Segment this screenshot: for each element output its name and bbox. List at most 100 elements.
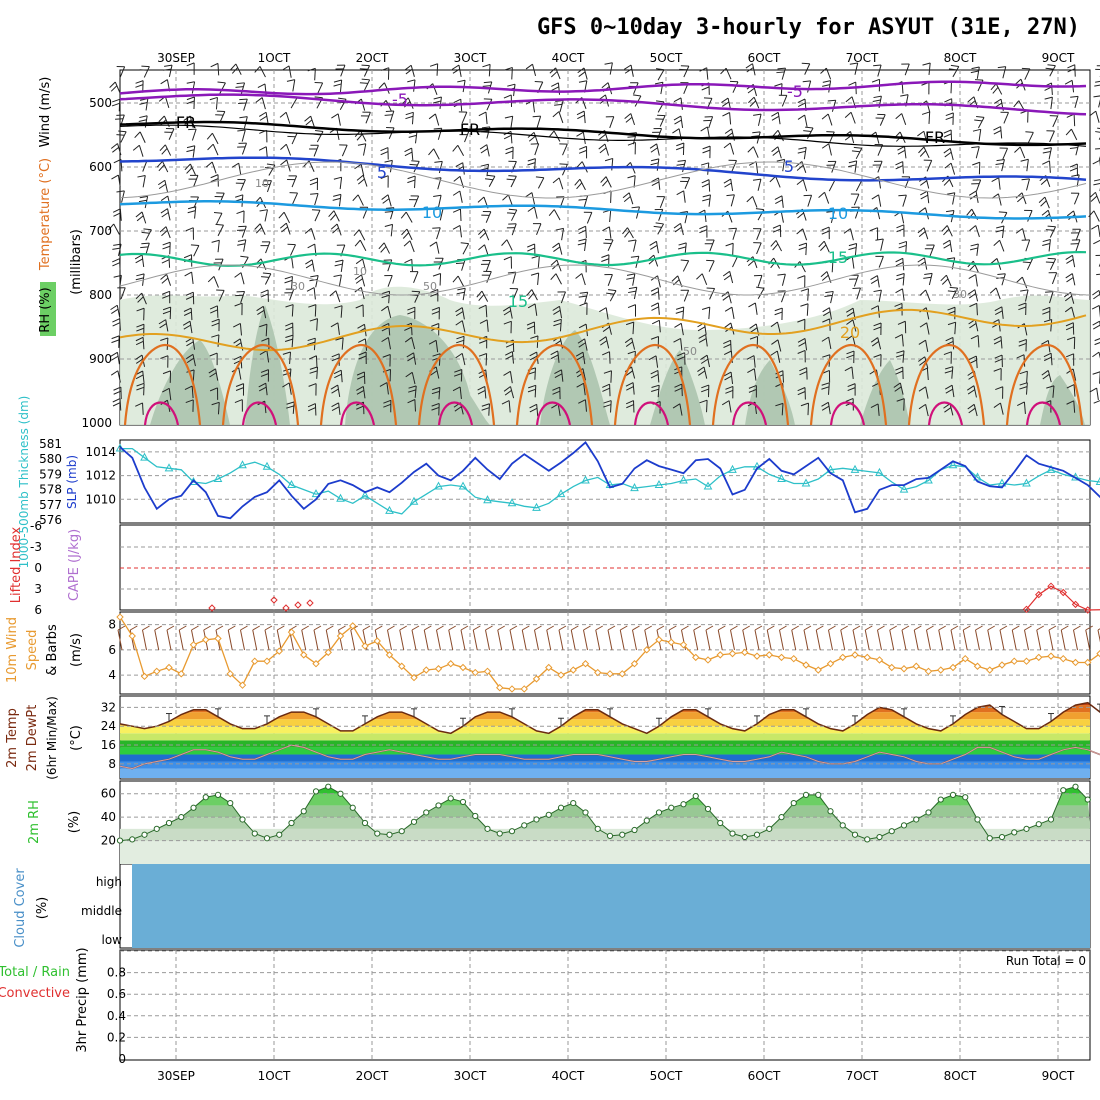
wind-barb-flag bbox=[1019, 382, 1028, 386]
wind-barb-flag bbox=[871, 341, 879, 347]
wind-barb bbox=[610, 190, 612, 203]
wind-speed-point bbox=[851, 651, 859, 659]
wind-barb bbox=[998, 319, 1001, 332]
wind-barb bbox=[807, 288, 809, 301]
wind-barb bbox=[219, 82, 226, 94]
wind-barb-flag bbox=[699, 67, 707, 72]
wind-barb-flag bbox=[650, 244, 658, 250]
wind-barb-flag bbox=[527, 303, 536, 309]
rh-point bbox=[263, 835, 271, 842]
wind-barb-flag bbox=[136, 327, 145, 332]
wind-barb bbox=[1074, 64, 1076, 77]
wind-barb-flag bbox=[770, 350, 778, 356]
wind-barb-10m bbox=[913, 629, 919, 651]
wind-barb bbox=[1024, 289, 1029, 302]
wind-barb-10m bbox=[227, 629, 233, 651]
wind-barb-10m bbox=[558, 629, 564, 651]
wind-barb bbox=[340, 305, 343, 318]
wind-barb-flag bbox=[479, 319, 488, 324]
wind-barb-flag bbox=[528, 384, 536, 389]
wind-barb-flag bbox=[870, 275, 878, 281]
wind-barb bbox=[680, 323, 684, 336]
wind-barb-flag bbox=[945, 336, 954, 342]
wind-barb bbox=[582, 352, 586, 365]
wind-barb-flag bbox=[949, 286, 958, 289]
rh-point bbox=[227, 799, 234, 807]
wind-barb-flag bbox=[702, 149, 711, 154]
wind-barb-flag bbox=[530, 335, 539, 339]
wind-barb-flag bbox=[1089, 110, 1097, 117]
wind-barb-flag bbox=[257, 83, 266, 89]
wind-barb bbox=[1049, 291, 1054, 304]
wind-barb bbox=[561, 369, 564, 382]
wind-barb bbox=[925, 386, 929, 399]
wind-barb bbox=[114, 81, 121, 94]
wind-barb-flag bbox=[650, 336, 659, 340]
wind-barb-flag bbox=[548, 209, 555, 217]
wind-barb-flag bbox=[528, 135, 536, 142]
wind-barb-flag bbox=[333, 369, 342, 375]
wind-barb-flag bbox=[827, 99, 836, 102]
wind-barb-flag bbox=[135, 292, 143, 300]
wind-barb bbox=[975, 225, 980, 238]
wind-barb-flag bbox=[1066, 368, 1074, 374]
wind-barb-10m-flag bbox=[877, 625, 885, 631]
rh-point bbox=[802, 791, 810, 798]
wind-barb-flag bbox=[111, 174, 119, 180]
wind-barb-flag bbox=[405, 115, 414, 120]
isotherm-25-loop bbox=[319, 343, 398, 426]
wind-barb-flag bbox=[625, 370, 633, 376]
wind-barb-flag bbox=[943, 179, 950, 186]
isotherm-25-loop bbox=[221, 343, 300, 426]
rh-color-band bbox=[120, 805, 1090, 818]
wind-barb-flag bbox=[672, 403, 681, 409]
wind-barb bbox=[488, 175, 496, 188]
wind-barb-10m-flag bbox=[436, 625, 444, 631]
wind-barb-flag bbox=[432, 386, 441, 391]
wind-barb-flag bbox=[383, 403, 392, 408]
wind-barb-flag bbox=[846, 350, 855, 355]
wind-barb-flag bbox=[355, 304, 364, 309]
wind-barb-10m-flag bbox=[142, 625, 150, 631]
wind-barb-flag bbox=[282, 382, 290, 388]
wind-barb bbox=[113, 223, 120, 235]
chart-title: GFS 0~10day 3-hourly for ASYUT (31E, 27N… bbox=[537, 15, 1080, 40]
lifted-index-point bbox=[1059, 588, 1067, 597]
contour-label: 10 bbox=[422, 203, 442, 222]
wind-barb bbox=[584, 292, 589, 304]
wind-barb bbox=[803, 147, 807, 160]
wind-barb bbox=[775, 240, 783, 252]
wind-barb-flag bbox=[407, 399, 416, 404]
rh-point bbox=[521, 822, 528, 829]
wind-barb-flag bbox=[994, 358, 1003, 363]
wind-barb-flag bbox=[481, 126, 490, 129]
wind-barb bbox=[777, 112, 781, 125]
wind-barb-flag bbox=[431, 406, 440, 411]
wind-barb-flag bbox=[453, 373, 462, 377]
contour-label: FR bbox=[925, 128, 945, 147]
wind-barb bbox=[486, 144, 490, 157]
wind-barb-flag bbox=[405, 68, 413, 75]
wind-barb-flag bbox=[680, 259, 689, 262]
wind-barb-flag bbox=[994, 354, 1003, 359]
wind-barb-flag bbox=[409, 163, 418, 166]
wind-barb-flag bbox=[456, 335, 465, 340]
wind-barb bbox=[926, 160, 933, 172]
rh-fill bbox=[120, 786, 1090, 864]
wind-barb-flag bbox=[260, 373, 269, 377]
wind-barb-flag bbox=[138, 119, 147, 122]
rh-point bbox=[790, 799, 797, 807]
wind-barb-flag bbox=[626, 273, 635, 276]
wind-barb-flag bbox=[361, 78, 370, 81]
wind-barb bbox=[291, 304, 294, 317]
contour-label: 10 bbox=[828, 204, 848, 223]
wind-barb-flag bbox=[872, 99, 881, 102]
wind-barb-flag bbox=[772, 228, 781, 233]
rh-point bbox=[508, 828, 516, 835]
wind-barb-flag bbox=[503, 134, 512, 140]
wind-barb bbox=[708, 260, 715, 272]
wind-speed-point bbox=[618, 670, 626, 678]
wind-barb-flag bbox=[1042, 160, 1050, 165]
rh-point bbox=[778, 814, 785, 821]
wind-barb bbox=[165, 319, 169, 332]
